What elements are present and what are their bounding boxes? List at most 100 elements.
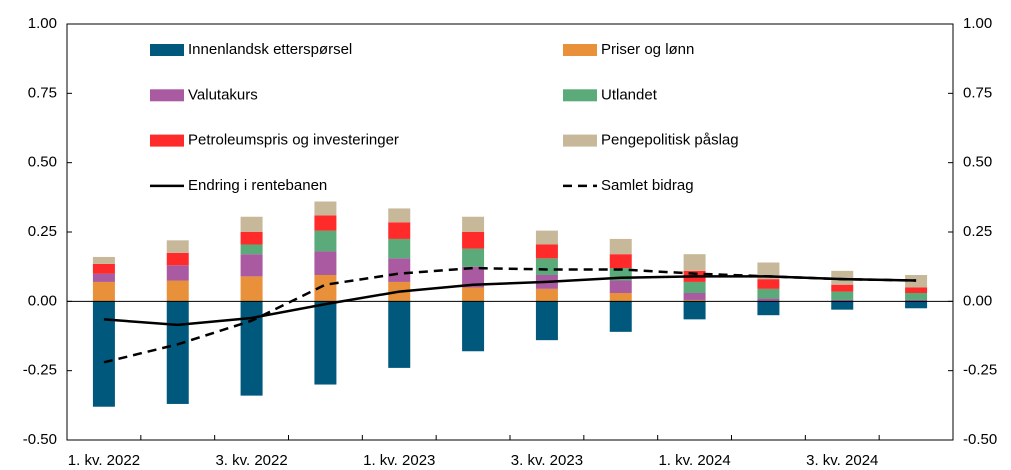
bar-segment [92, 281, 115, 302]
bar-segment [831, 301, 854, 310]
y2-tick-label: -0.25 [963, 362, 997, 379]
bar-segment [462, 287, 485, 302]
legend-swatch [150, 134, 184, 147]
bar-segment [535, 258, 558, 275]
bar-segment [683, 293, 706, 300]
x-tick-label: 1. kv. 2023 [363, 452, 435, 469]
y-tick-label: 0.50 [28, 154, 57, 171]
legend-label: Endring i rentebanen [188, 177, 327, 194]
bar-segment [535, 230, 558, 245]
bar-segment [166, 301, 189, 404]
bar-segment [535, 288, 558, 302]
bar-segment [240, 232, 263, 245]
bar-segment [831, 284, 854, 292]
y2-tick-label: 0.25 [963, 223, 992, 240]
bar-segment [314, 301, 337, 385]
bar-segment [609, 238, 632, 255]
bar-segment [388, 222, 411, 239]
bar-segment [535, 301, 558, 341]
bar-segment [240, 244, 263, 255]
bar-segment [609, 254, 632, 269]
bar-segment [388, 238, 411, 259]
bar-segment [831, 291, 854, 300]
bar-segment [609, 293, 632, 302]
bar-segment [757, 262, 780, 280]
bar-segment [92, 256, 115, 264]
legend-label: Samlet bidrag [601, 177, 694, 194]
bar-segment [462, 266, 485, 288]
bar-segment [462, 232, 485, 249]
bar-segment [462, 301, 485, 352]
bar-segment [609, 301, 632, 332]
bar-segment [905, 293, 928, 300]
bar-segment [388, 301, 411, 368]
legend-label: Utlandet [601, 86, 658, 103]
bar-segment [314, 201, 337, 216]
legend-swatch [150, 89, 184, 102]
y2-tick-label: 1.00 [963, 15, 992, 32]
y-tick-label: 0.25 [28, 223, 57, 240]
y-tick-label: 0.00 [28, 292, 57, 309]
line-series [103, 275, 917, 327]
bar-segment [166, 252, 189, 266]
legend-label: Valutakurs [188, 86, 258, 103]
bar-segment [683, 301, 706, 320]
bar-segment [462, 248, 485, 267]
legend-swatch [150, 44, 184, 56]
legend-label: Innenlandsk etterspørsel [188, 41, 352, 58]
x-tick-label: 3. kv. 2022 [215, 452, 287, 469]
bar-segment [535, 244, 558, 259]
y-tick-label: -0.25 [23, 362, 57, 379]
y-tick-label: 1.00 [28, 15, 57, 32]
bar-segment [166, 240, 189, 253]
bar-segment [388, 258, 411, 282]
x-tick-label: 1. kv. 2024 [658, 452, 730, 469]
legend-label: Priser og lønn [601, 41, 694, 58]
y2-tick-label: -0.50 [963, 431, 997, 448]
bar-segment [757, 298, 780, 302]
y-tick-label: 0.75 [28, 84, 57, 101]
x-tick-label: 3. kv. 2024 [806, 452, 878, 469]
bar-segment [314, 230, 337, 252]
x-tick-label: 3. kv. 2023 [511, 452, 583, 469]
legend-label: Pengepolitisk påslag [601, 132, 739, 149]
bar-segment [609, 280, 632, 294]
bar-segment [831, 299, 854, 302]
bar-segment [905, 274, 928, 288]
bar-segment [240, 301, 263, 396]
y2-tick-label: 0.00 [963, 292, 992, 309]
y2-tick-label: 0.50 [963, 154, 992, 171]
bar-segment [92, 273, 115, 282]
bar-segment [92, 301, 115, 407]
bar-segment [831, 270, 854, 285]
bar-segment [240, 216, 263, 232]
bar-segment [757, 279, 780, 289]
line-series [103, 266, 917, 364]
bar-segment [314, 215, 337, 231]
bar-segment [757, 288, 780, 299]
legend-swatch [563, 89, 597, 102]
legend-swatch [563, 134, 597, 147]
bar-segment [905, 299, 928, 302]
bar-segment [240, 254, 263, 277]
bar-segment [314, 251, 337, 275]
bar-segment [388, 208, 411, 223]
bar-segment [462, 216, 485, 232]
bar-segment [683, 299, 706, 302]
bar-segment [166, 280, 189, 302]
y2-tick-label: 0.75 [963, 84, 992, 101]
bar-segment [905, 301, 928, 309]
legend-swatch [563, 44, 597, 56]
bar-segment [683, 281, 706, 294]
bar-segment [905, 287, 928, 294]
y-tick-label: -0.50 [23, 431, 57, 448]
x-tick-label: 1. kv. 2022 [68, 452, 140, 469]
bar-segment [757, 301, 780, 316]
bar-segment [166, 265, 189, 281]
legend-label: Petroleumspris og investeringer [188, 132, 399, 149]
bar-segment [92, 263, 115, 274]
bar-segment [683, 254, 706, 271]
bar-segment [314, 274, 337, 302]
bar-segment [240, 276, 263, 302]
